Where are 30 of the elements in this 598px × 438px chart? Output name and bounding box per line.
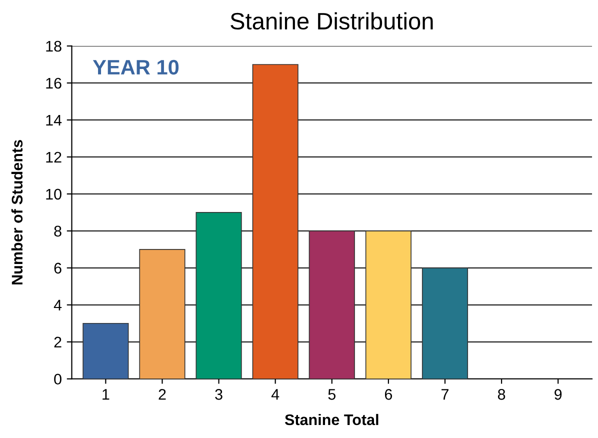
y-axis-title: Number of Students: [11, 140, 23, 284]
x-tick-label: 9: [554, 388, 562, 400]
y-tick-label: 0: [54, 374, 62, 385]
y-tick-label: 4: [54, 300, 62, 310]
annotation: YEAR 10: [92, 60, 179, 75]
x-tick-label: 1: [102, 389, 110, 400]
x-tick-label: 7: [442, 389, 448, 400]
bar: [252, 64, 298, 379]
y-tick-label: 18: [46, 40, 62, 52]
y-tick-label: 16: [46, 78, 62, 89]
bar: [196, 212, 242, 379]
bar: [82, 322, 129, 379]
bar: [139, 248, 186, 379]
bar: [308, 230, 355, 379]
y-tick-label: 2: [54, 336, 62, 348]
y-tick-label: 8: [54, 226, 62, 237]
x-tick-label: 4: [271, 389, 280, 400]
y-tick-label: 14: [46, 114, 62, 126]
x-axis-title: Stanine Total: [284, 414, 378, 426]
x-tick-label: 8: [498, 388, 506, 400]
bar: [365, 230, 412, 379]
y-tick-label: 10: [46, 188, 62, 200]
x-tick-label: 3: [215, 388, 222, 400]
chart-title: Stanine Distribution: [230, 12, 433, 30]
x-tick-label: 2: [158, 388, 166, 400]
x-tick-label: 6: [384, 388, 392, 400]
bar: [422, 267, 468, 379]
y-tick-label: 12: [46, 152, 62, 162]
y-tick-label: 6: [54, 262, 62, 274]
x-tick-label: 5: [328, 389, 336, 400]
